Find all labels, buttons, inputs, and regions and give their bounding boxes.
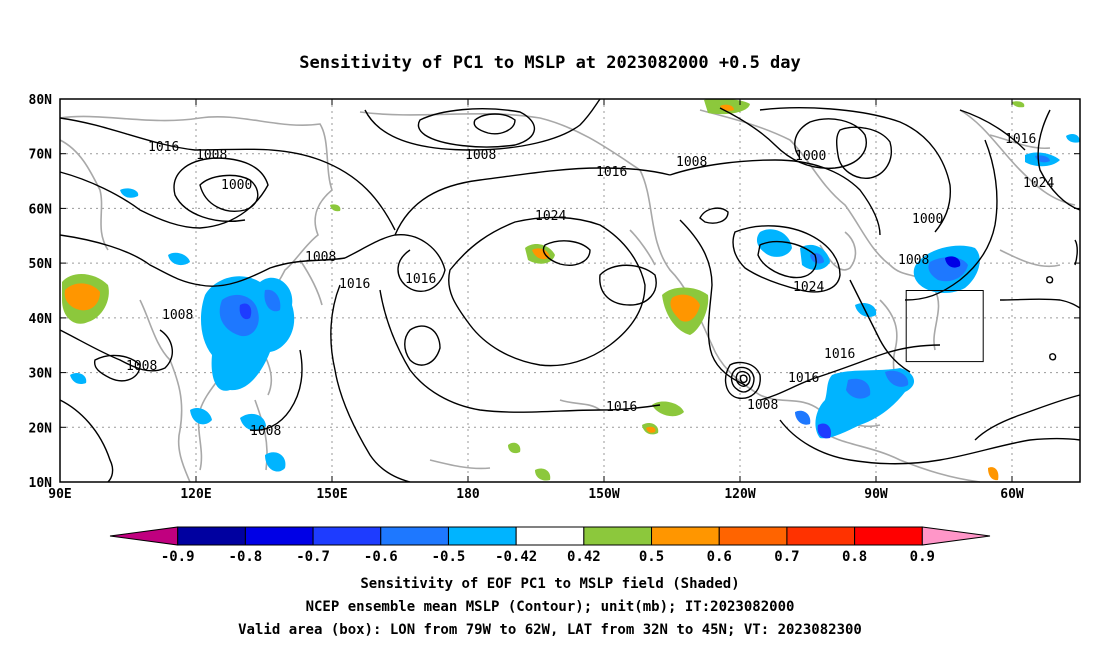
colorbar-cell xyxy=(312,526,382,546)
contour-label: 1016 xyxy=(788,371,819,386)
lon-label: 60W xyxy=(1000,487,1024,502)
colorbar-cell xyxy=(380,526,449,546)
contour-label: 1016 xyxy=(339,277,370,292)
contour-label: 1008 xyxy=(305,250,336,265)
lat-label: 50N xyxy=(29,257,53,272)
colorbar-labels: -0.9 -0.8 -0.7 -0.6 -0.5 -0.42 0.42 0.5 0.6 0.7 0.… xyxy=(161,549,935,565)
contour-label: 1008 xyxy=(465,148,496,163)
lon-label: 90W xyxy=(864,487,888,502)
contour-label: 1008 xyxy=(196,148,227,163)
map-frame xyxy=(59,98,1081,483)
lon-label: 120E xyxy=(180,487,211,502)
lon-label: 180 xyxy=(456,487,480,502)
contour-label: 1016 xyxy=(824,347,855,362)
colorbar-cell xyxy=(515,526,585,546)
contour-label: 1008 xyxy=(250,424,281,439)
colorbar-tick-label: -0.7 xyxy=(296,549,330,565)
lat-label: 30N xyxy=(29,367,53,382)
contour-label: 1016 xyxy=(148,140,179,155)
colorbar-cell xyxy=(583,526,653,546)
contour-label: 1024 xyxy=(535,209,566,224)
colorbar-tick-label: 0.7 xyxy=(774,549,799,565)
contour-label: 1008 xyxy=(126,359,157,374)
contour-label: 1008 xyxy=(898,253,929,268)
contour-label: 1000 xyxy=(221,178,252,193)
lon-label: 150E xyxy=(316,487,347,502)
caption-line-3: Valid area (box): LON from 79W to 62W, L… xyxy=(238,622,862,638)
lat-label: 70N xyxy=(29,148,53,163)
caption-line-1: Sensitivity of EOF PC1 to MSLP field (Sh… xyxy=(360,576,739,592)
colorbar-tick-label: 0.8 xyxy=(842,549,867,565)
colorbar-cell xyxy=(244,526,314,546)
colorbar-cell xyxy=(177,526,246,546)
colorbar xyxy=(109,526,991,546)
caption-line-2: NCEP ensemble mean MSLP (Contour); unit(… xyxy=(306,599,795,615)
colorbar-tick-label: -0.6 xyxy=(364,549,398,565)
colorbar-cell xyxy=(651,526,720,546)
contour-label: 1000 xyxy=(912,212,943,227)
lon-label: 150W xyxy=(588,487,619,502)
colorbar-cell xyxy=(786,526,856,546)
contour-labels: 1016 1008 1000 1008 1016 1008 1008 1008 … xyxy=(126,132,1054,439)
contour-label: 1016 xyxy=(405,272,436,287)
mslp-contours xyxy=(59,98,1081,483)
contour-label: 1024 xyxy=(1023,176,1054,191)
map-title: Sensitivity of PC1 to MSLP at 2023082000… xyxy=(299,53,801,73)
contour-label: 1016 xyxy=(596,165,627,180)
colorbar-cell xyxy=(921,526,991,546)
lat-label: 10N xyxy=(29,476,53,491)
colorbar-tick-label: 0.5 xyxy=(639,549,664,565)
colorbar-tick-label: 0.6 xyxy=(707,549,732,565)
lon-label: 120W xyxy=(724,487,755,502)
colorbar-cell xyxy=(718,526,788,546)
contour-label: 1024 xyxy=(793,280,824,295)
contour-label: 1008 xyxy=(162,308,193,323)
sensitivity-shading xyxy=(62,98,1080,481)
colorbar-cell xyxy=(854,526,923,546)
contour-label: 1016 xyxy=(1005,132,1036,147)
lon-label: 90E xyxy=(48,487,71,502)
colorbar-tick-label: 0.9 xyxy=(910,549,935,565)
lat-label: 80N xyxy=(29,93,53,108)
contour-label: 1016 xyxy=(606,400,637,415)
contour-label: 1000 xyxy=(795,149,826,164)
colorbar-tick-label: -0.8 xyxy=(229,549,263,565)
colorbar-tick-label: -0.42 xyxy=(495,549,537,565)
lat-label: 60N xyxy=(29,202,53,217)
colorbar-cell xyxy=(109,526,179,546)
latitude-labels: 80N 70N 60N 50N 40N 30N 20N 10N xyxy=(29,93,53,491)
lat-label: 20N xyxy=(29,421,53,436)
colorbar-tick-label: -0.5 xyxy=(432,549,466,565)
colorbar-cell xyxy=(447,526,517,546)
tick-marks xyxy=(60,98,1080,482)
contour-label: 1008 xyxy=(676,155,707,170)
valid-area-box xyxy=(905,290,984,363)
colorbar-tick-label: 0.42 xyxy=(567,549,601,565)
contour-label: 1008 xyxy=(747,398,778,413)
lat-label: 40N xyxy=(29,312,53,327)
colorbar-tick-label: -0.9 xyxy=(161,549,195,565)
longitude-labels: 90E 120E 150E 180 150W 120W 90W 60W xyxy=(48,487,1024,502)
